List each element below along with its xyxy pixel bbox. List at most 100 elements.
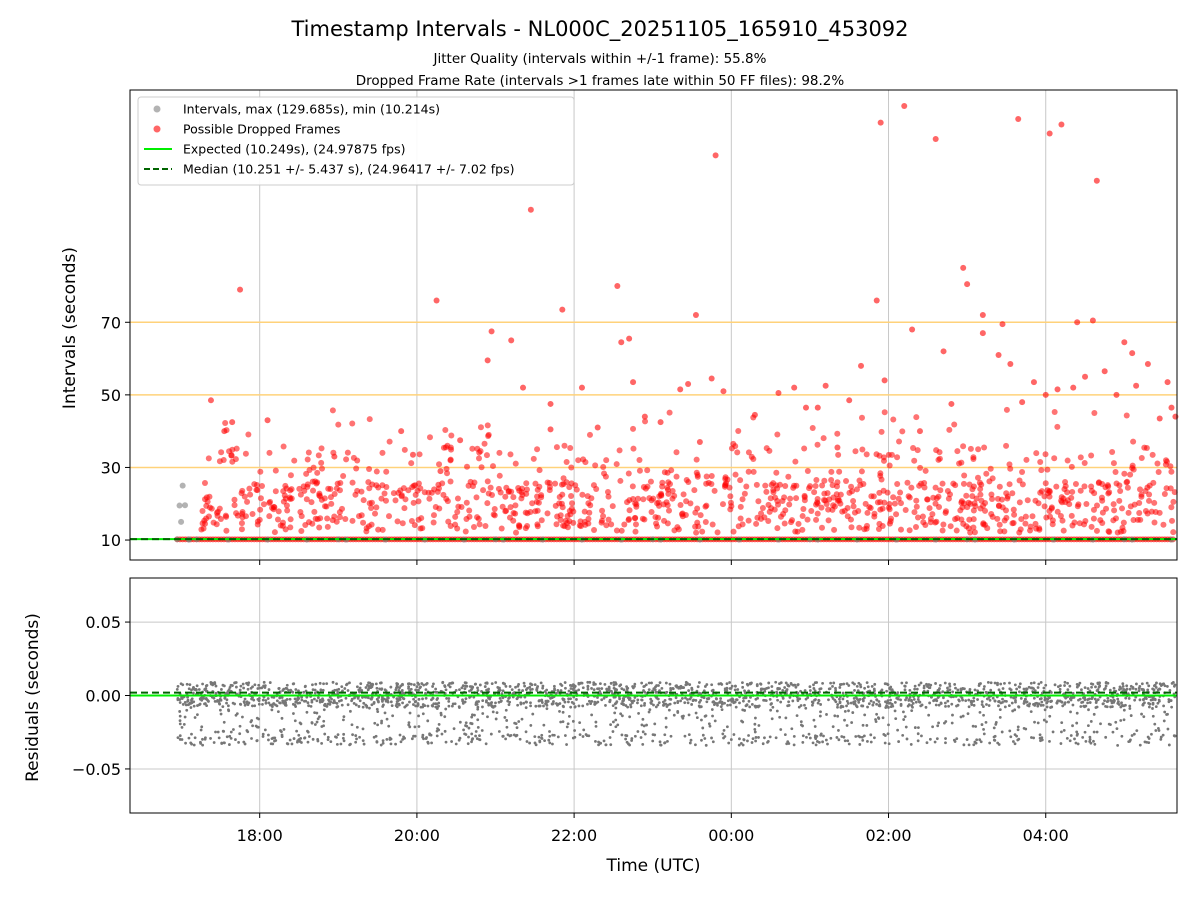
residual-point (808, 685, 812, 689)
residual-point (426, 704, 430, 708)
dropped-frame-point (576, 522, 583, 529)
residual-point (643, 703, 646, 707)
residual-point (941, 690, 945, 694)
dropped-frame-point (669, 488, 676, 495)
residual-point (556, 703, 559, 707)
dropped-frame-point (392, 497, 399, 504)
dropped-frame-point (520, 384, 527, 391)
dropped-frame-point (904, 479, 911, 486)
residual-point (335, 682, 338, 686)
residual-point (333, 688, 337, 692)
residual-point (264, 701, 268, 705)
residual-point (976, 698, 979, 701)
residual-point (991, 696, 995, 700)
residual-point (357, 705, 361, 708)
residual-point (627, 696, 630, 700)
dropped-frame-point (503, 507, 510, 514)
residual-point (819, 732, 823, 736)
residual-point (862, 734, 866, 738)
dropped-frame-point (213, 521, 220, 528)
residual-point (311, 688, 315, 692)
dropped-frame-point (722, 474, 729, 481)
residual-point (214, 684, 218, 688)
dropped-frame-point (1046, 130, 1053, 137)
residual-point (198, 702, 202, 706)
residual-point (1032, 681, 1036, 685)
residual-point (571, 688, 575, 691)
residual-point (414, 699, 418, 703)
residual-point (925, 682, 928, 686)
residual-point (759, 682, 762, 686)
residual-point (328, 695, 332, 699)
dropped-frame-point (665, 507, 672, 514)
residual-point (253, 704, 257, 708)
dropped-frame-point (568, 492, 575, 499)
residual-point (508, 685, 512, 688)
residual-point (408, 700, 411, 704)
residual-point (824, 738, 828, 742)
residual-point (1081, 700, 1085, 704)
residual-point (1014, 700, 1017, 704)
residual-point (1025, 700, 1028, 704)
dropped-frame-point (327, 486, 334, 493)
residual-point (322, 719, 326, 723)
residual-point (444, 707, 448, 711)
dropped-frame-point (658, 491, 665, 498)
dropped-frame-point (996, 521, 1003, 528)
residual-point (786, 740, 790, 744)
residual-point (767, 686, 770, 690)
residual-point (291, 682, 295, 686)
residual-point (522, 701, 526, 705)
residual-point (786, 684, 790, 688)
dropped-frame-point (523, 490, 530, 497)
residual-point (843, 718, 846, 722)
dropped-frame-point (310, 487, 317, 494)
residual-point (916, 732, 920, 736)
residual-point (176, 736, 180, 740)
dropped-frame-point (964, 281, 971, 288)
residual-point (979, 740, 983, 744)
dropped-frame-point (808, 508, 815, 515)
dropped-frame-point (677, 502, 684, 509)
residual-point (819, 687, 823, 691)
residual-point (313, 691, 317, 695)
residual-point (732, 733, 736, 736)
residual-point (837, 729, 840, 732)
dropped-frame-point (636, 467, 643, 474)
residual-point (403, 705, 407, 709)
residual-point (187, 687, 191, 691)
dropped-frame-point (1019, 468, 1026, 475)
residual-point (452, 727, 456, 731)
residual-point (642, 724, 646, 728)
dropped-frame-point (491, 512, 498, 519)
dropped-frame-point (1162, 461, 1169, 468)
residual-point (811, 703, 814, 707)
residual-point (948, 684, 952, 688)
residual-point (540, 737, 544, 740)
dropped-frame-point (1088, 523, 1095, 530)
residual-point (753, 730, 757, 734)
dropped-frame-point (418, 515, 425, 522)
residual-point (364, 686, 368, 689)
residual-point (1154, 686, 1158, 689)
dropped-frame-point (997, 528, 1004, 535)
residual-point (866, 685, 870, 689)
dropped-frame-point (685, 380, 692, 387)
residual-point (359, 682, 363, 686)
residual-point (586, 687, 590, 691)
residual-point (280, 716, 284, 720)
residual-point (1129, 738, 1132, 742)
dropped-frame-point (562, 517, 569, 524)
dropped-frame-point (475, 455, 482, 462)
y-axis-label-intervals: Intervals (seconds) (60, 247, 80, 409)
residual-point (642, 685, 646, 689)
residual-point (200, 725, 204, 729)
residual-point (535, 686, 539, 690)
residual-point (599, 741, 602, 745)
dropped-frame-point (906, 527, 913, 534)
residual-point (847, 709, 850, 713)
dropped-frame-point (598, 519, 605, 526)
residual-point (186, 698, 190, 702)
dropped-frame-point (202, 496, 209, 503)
residual-point (391, 714, 395, 718)
